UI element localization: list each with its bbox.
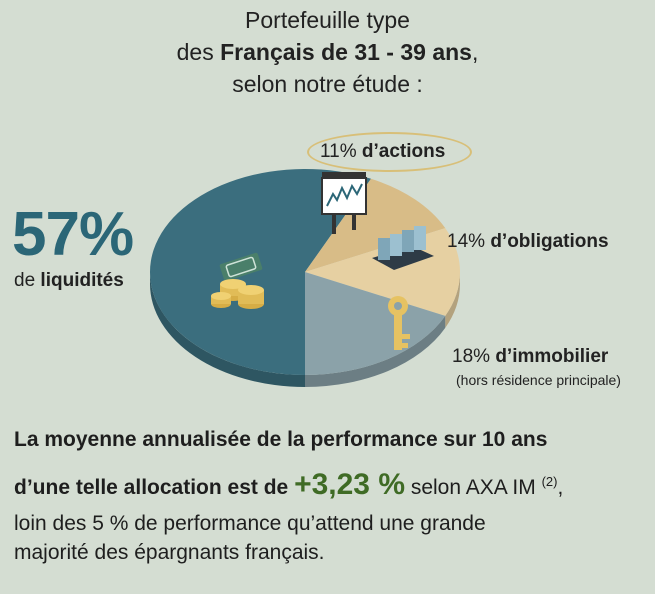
actions-highlight-oval [307,132,472,172]
key-icon [388,296,410,350]
chart-title: Portefeuille type des Français de 31 - 3… [0,4,655,100]
stock-chart-board-icon [321,172,367,234]
liquidites-percent: 57% [12,200,134,269]
bond-stacks-icon [372,226,434,270]
paragraph-line-1: La moyenne annualisée de la performance … [14,428,548,451]
pie-slice-liquidités [149,169,371,375]
footnote-ref: (2) [541,474,558,489]
liquidites-label: de liquidités [14,270,124,291]
obligations-label: 14% d’obligations [447,231,609,252]
pie-slice-actions [305,178,446,272]
money-coins-icon [211,252,264,309]
title-age-group: Français de 31 - 39 ans [220,39,472,65]
title-line-2: des Français de 31 - 39 ans, [176,39,479,65]
immobilier-label: 18% d’immobilier [452,346,609,367]
pie-chart [149,169,461,387]
paragraph-line-4: majorité des épargnants français. [14,541,325,564]
title-line-1: Portefeuille type [245,7,410,33]
pie-side-liquidités [150,272,305,387]
pie-slices [149,169,461,387]
title-line-3: selon notre étude : [232,71,423,97]
actions-label: 11% d’actions [320,141,446,162]
paragraph-line-3: loin des 5 % de performance qu’attend un… [14,512,486,535]
paragraph-line-2: d’une telle allocation est de +3,23 % se… [14,468,564,501]
pie-slice-obligations [305,228,461,316]
pie-side-immobilier [305,315,446,387]
performance-value: +3,23 % [294,468,405,501]
pie-side-obligations [445,272,460,328]
immobilier-note: (hors résidence principale) [456,372,621,388]
pie-slice-immobilier [305,272,446,375]
